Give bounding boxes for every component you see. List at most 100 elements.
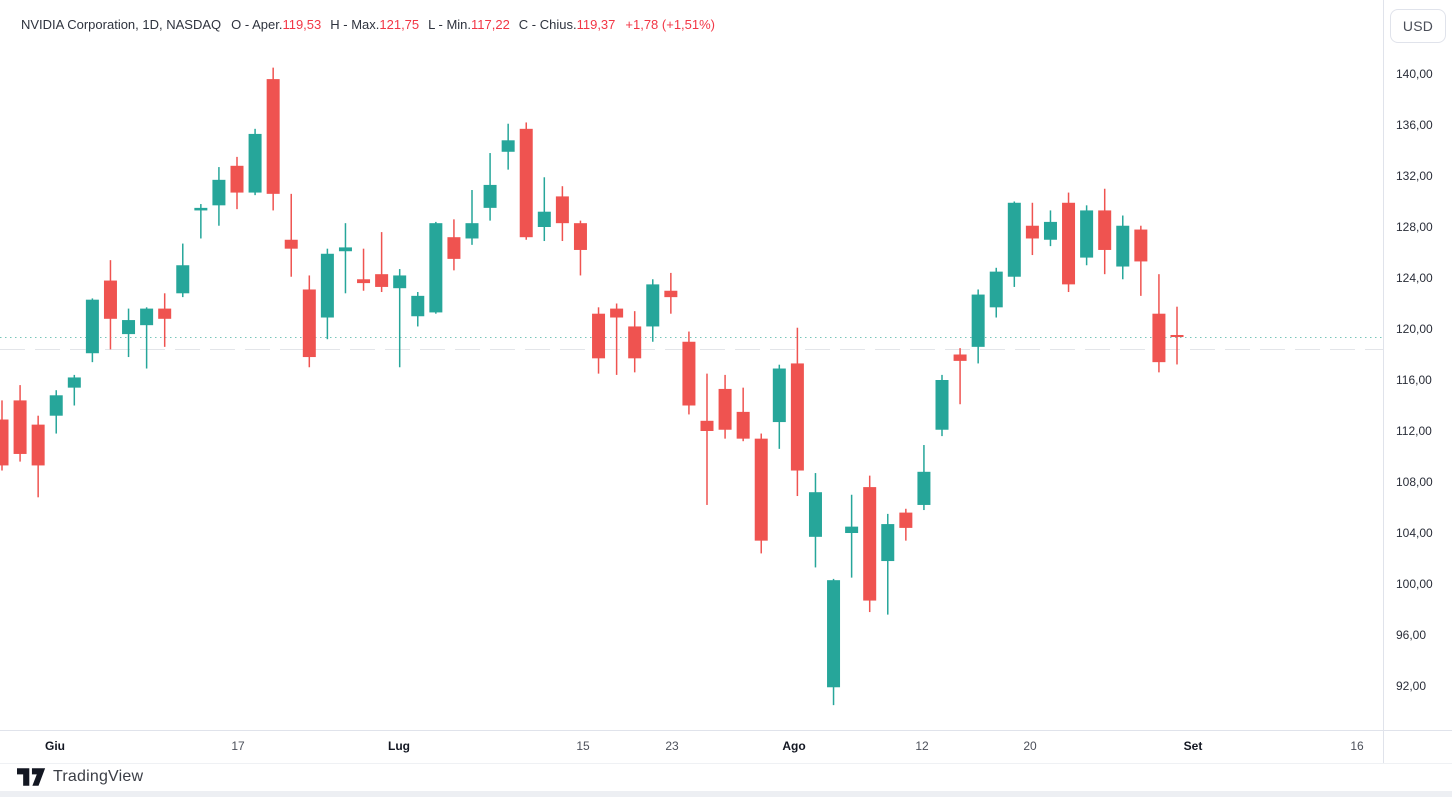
price-tick-label: 112,00 — [1396, 424, 1432, 438]
candle — [700, 373, 714, 505]
candle — [917, 445, 931, 511]
time-tick-label: Lug — [388, 739, 410, 753]
candle-wick — [362, 248, 365, 291]
candle — [1062, 192, 1076, 293]
candle-body — [555, 196, 569, 224]
candle-body — [537, 211, 551, 227]
candle — [338, 223, 352, 294]
candle-body — [935, 380, 949, 430]
price-tick-label: 140,00 — [1396, 67, 1433, 81]
candle-body — [357, 279, 371, 284]
candle — [971, 289, 985, 364]
candle-body — [664, 290, 678, 298]
candle-body — [682, 341, 696, 406]
time-axis-border — [0, 730, 1452, 731]
candle — [49, 390, 63, 434]
candle-body — [1062, 202, 1076, 285]
candle-body — [1025, 225, 1039, 239]
chart-legend: NVIDIA Corporation, 1D, NASDAQ O - Aper.… — [21, 17, 715, 32]
candle — [393, 269, 407, 368]
candle-body — [1098, 210, 1112, 250]
candle — [718, 374, 732, 439]
open-label: O - Aper. — [231, 17, 283, 32]
candle — [573, 220, 587, 276]
open-value-group: O - Aper.119,53 — [231, 17, 321, 32]
candle — [1007, 201, 1021, 287]
candle — [519, 122, 533, 240]
candlestick-chart[interactable] — [0, 0, 1383, 730]
price-tick-label: 132,00 — [1396, 169, 1433, 183]
candle-body — [85, 299, 99, 354]
candle-body — [989, 271, 1003, 308]
symbol-title[interactable]: NVIDIA Corporation, 1D, NASDAQ — [21, 17, 222, 32]
candle-body — [320, 253, 334, 318]
candle-body — [1152, 313, 1166, 363]
footer-separator — [0, 763, 1452, 764]
candle — [555, 186, 569, 242]
candle — [85, 298, 99, 363]
time-tick-label: 23 — [665, 739, 679, 753]
candle-body — [338, 247, 352, 252]
price-tick-label: 96,00 — [1396, 628, 1427, 642]
candle — [194, 204, 208, 239]
candle — [935, 374, 949, 437]
candle — [375, 232, 389, 293]
high-value: 121,75 — [379, 17, 420, 32]
candle-body — [971, 294, 985, 347]
time-tick-label: 12 — [915, 739, 929, 753]
price-tick-label: 120,00 — [1396, 322, 1433, 336]
candle-body — [158, 308, 172, 319]
candle — [1080, 205, 1094, 266]
price-axis-border — [1383, 0, 1384, 764]
candle — [592, 307, 606, 374]
candle — [1116, 215, 1130, 280]
currency-button[interactable]: USD — [1390, 9, 1446, 43]
candle-wick — [380, 232, 383, 293]
candle — [176, 243, 190, 298]
candle-body — [808, 492, 822, 537]
candle — [1098, 188, 1112, 275]
high-label: H - Max. — [330, 17, 380, 32]
candle — [357, 248, 371, 291]
candle — [899, 508, 913, 541]
time-axis[interactable]: Giu 17 Lug 15 23 Ago 12 20 Set 16 — [0, 731, 1383, 763]
time-tick-label: 17 — [231, 739, 245, 753]
candle-body — [429, 223, 443, 313]
candle — [483, 153, 497, 221]
candle-body — [103, 280, 117, 319]
candle-body — [140, 308, 154, 326]
candle — [628, 311, 642, 373]
candle — [736, 387, 750, 442]
low-label: L - Min. — [428, 17, 471, 32]
change-value: +1,78 (+1,51%) — [625, 17, 716, 32]
candle — [989, 267, 1003, 318]
candle — [429, 221, 443, 314]
candle — [320, 248, 334, 340]
candle-body — [375, 274, 389, 287]
price-tick-label: 124,00 — [1396, 271, 1433, 285]
candle — [266, 67, 280, 211]
time-tick-label: 15 — [576, 739, 590, 753]
candle — [1152, 274, 1166, 373]
candle-body — [845, 526, 859, 534]
candle-body — [1043, 221, 1057, 240]
candle-body — [1134, 229, 1148, 262]
candle — [31, 415, 45, 498]
candle — [67, 374, 81, 406]
time-tick-label: Giu — [45, 739, 65, 753]
candle-body — [610, 308, 624, 318]
candle — [1025, 202, 1039, 256]
candle — [953, 348, 967, 405]
candle — [501, 123, 515, 170]
candle — [158, 293, 172, 347]
candle — [646, 279, 660, 342]
tradingview-logo[interactable]: TradingView — [17, 768, 143, 786]
candle-body — [447, 237, 461, 259]
candle-body — [790, 363, 804, 471]
candle-wick — [290, 193, 292, 277]
price-axis[interactable]: 140,00 136,00 132,00 128,00 124,00 120,00 116,… — [1384, 0, 1452, 730]
candle-body — [736, 411, 750, 439]
price-tick-label: 136,00 — [1396, 118, 1433, 132]
candle — [1134, 225, 1148, 296]
candle-body — [700, 420, 714, 431]
